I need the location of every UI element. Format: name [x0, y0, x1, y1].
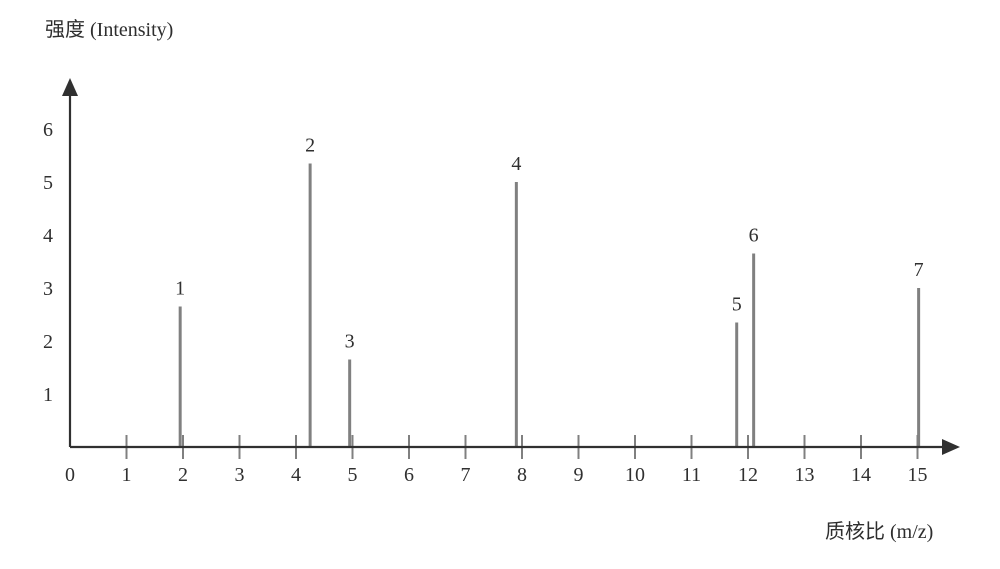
- x-tick-label: 13: [795, 464, 815, 486]
- x-tick-label: 15: [908, 464, 928, 486]
- x-tick-label: 12: [738, 464, 758, 486]
- x-tick-label: 11: [682, 464, 701, 486]
- bar-label: 3: [345, 331, 355, 353]
- x-tick-label: 14: [851, 464, 871, 486]
- y-tick-label: 4: [43, 225, 53, 247]
- y-tick-label: 5: [43, 172, 53, 194]
- x-tick-label: 8: [517, 464, 527, 486]
- x-tick-label: 2: [178, 464, 188, 486]
- x-tick-label: 6: [404, 464, 414, 486]
- bar-label: 4: [511, 153, 521, 175]
- y-tick-label: 2: [43, 331, 53, 353]
- bar-label: 5: [732, 293, 742, 315]
- x-tick-label: 5: [348, 464, 358, 486]
- x-tick-label: 9: [574, 464, 584, 486]
- x-tick-label: 0: [65, 464, 75, 486]
- y-tick-label: 1: [43, 384, 53, 406]
- plot-canvas: 01234567891011121314151234561234567: [0, 0, 1000, 569]
- x-tick-label: 3: [235, 464, 245, 486]
- x-tick-label: 7: [461, 464, 471, 486]
- x-tick-label: 4: [291, 464, 301, 486]
- bar-label: 7: [914, 259, 924, 281]
- bar-label: 6: [749, 225, 759, 247]
- y-tick-label: 3: [43, 278, 53, 300]
- x-axis-title: 质核比 (m/z): [825, 522, 933, 542]
- x-tick-label: 10: [625, 464, 645, 486]
- bar-label: 1: [175, 278, 185, 300]
- y-axis-title: 强度 (Intensity): [45, 20, 173, 40]
- x-tick-label: 1: [122, 464, 132, 486]
- mass-spectrum-chart: 01234567891011121314151234561234567 强度 (…: [0, 0, 1000, 569]
- bar-label: 2: [305, 134, 315, 156]
- y-tick-label: 6: [43, 119, 53, 141]
